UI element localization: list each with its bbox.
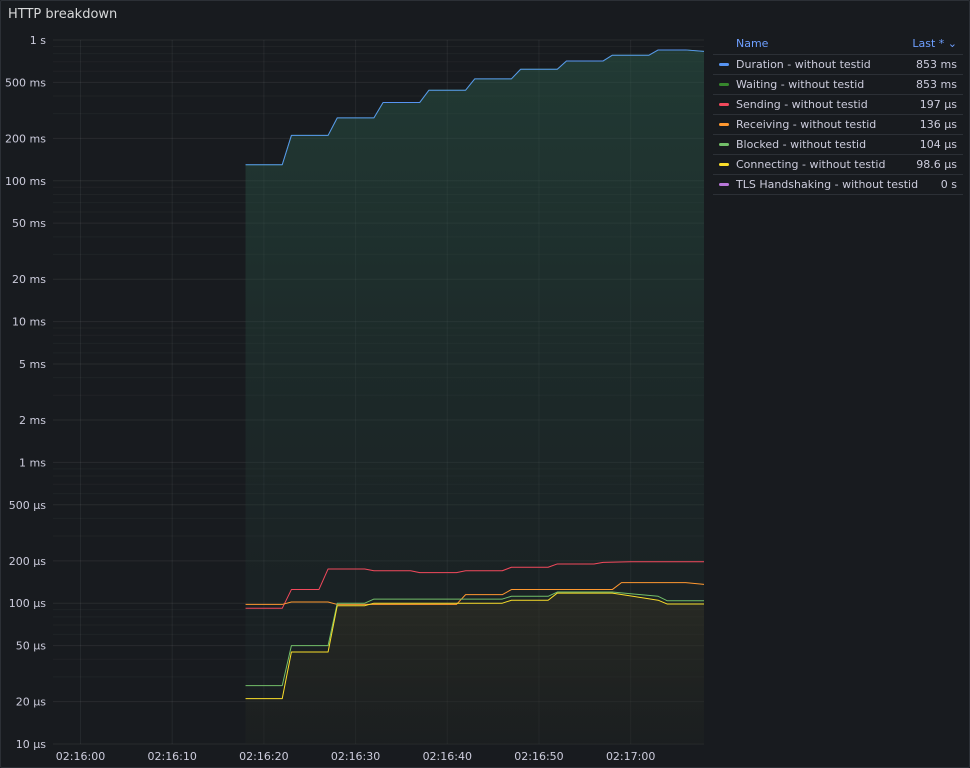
series-line	[245, 592, 704, 700]
legend-swatch	[719, 183, 729, 186]
y-tick-label: 20 ms	[12, 273, 46, 286]
legend-item[interactable]: TLS Handshaking - without testid 0 s	[713, 175, 963, 195]
y-tick-label: 10 µs	[16, 738, 46, 751]
legend-swatch	[719, 163, 729, 166]
legend-item-name: Receiving - without testid	[736, 118, 877, 131]
x-tick-label: 02:16:50	[514, 750, 563, 763]
legend-item[interactable]: Duration - without testid 853 ms	[713, 55, 963, 75]
y-tick-label: 500 ms	[5, 76, 46, 89]
legend-item-value: 853 ms	[916, 58, 957, 71]
legend-value-header: Last *	[912, 37, 945, 50]
y-tick-label: 200 µs	[9, 555, 46, 568]
x-tick-label: 02:16:20	[239, 750, 288, 763]
x-tick-label: 02:16:30	[331, 750, 380, 763]
y-axis: 1 s 500 ms 200 ms 100 ms 50 ms 20 ms 10 ms 5 ms…	[5, 34, 46, 751]
legend-swatch	[719, 103, 729, 106]
legend-swatch	[719, 63, 729, 66]
chevron-down-icon: ⌄	[947, 37, 957, 50]
x-tick-label: 02:16:00	[56, 750, 105, 763]
legend-item-value: 0 s	[940, 178, 957, 191]
chart-fills	[245, 49, 704, 745]
chart[interactable]: 1 s 500 ms 200 ms 100 ms 50 ms 20 ms 10 ms 5 ms…	[1, 1, 711, 767]
y-tick-label: 2 ms	[19, 414, 46, 427]
series-fill	[245, 49, 704, 745]
legend-swatch	[719, 83, 729, 86]
legend-item-name: Blocked - without testid	[736, 138, 867, 151]
legend-item-value: 104 µs	[919, 138, 957, 151]
legend-item-name: Waiting - without testid	[736, 78, 865, 91]
y-tick-label: 1 ms	[19, 456, 46, 469]
series-line	[245, 591, 704, 687]
x-tick-label: 02:17:00	[606, 750, 655, 763]
legend-name-header[interactable]: Name	[736, 37, 769, 50]
series-line	[245, 561, 704, 609]
legend-item[interactable]: Receiving - without testid 136 µs	[713, 115, 963, 135]
legend-item-value: 136 µs	[919, 118, 957, 131]
legend-item-name: Duration - without testid	[736, 58, 871, 71]
series-fill	[245, 593, 704, 744]
y-tick-label: 100 µs	[9, 597, 46, 610]
y-tick-label: 200 ms	[5, 132, 46, 145]
legend-swatch	[719, 123, 729, 126]
x-tick-label: 02:16:10	[147, 750, 196, 763]
series-line	[245, 582, 705, 605]
legend-item-name: Connecting - without testid	[736, 158, 886, 171]
x-axis: 02:16:00 02:16:10 02:16:20 02:16:30 02:16:40…	[56, 750, 656, 763]
y-tick-label: 500 µs	[9, 499, 46, 512]
x-tick-label: 02:16:40	[423, 750, 472, 763]
y-tick-label: 5 ms	[19, 358, 46, 371]
y-tick-label: 10 ms	[12, 316, 46, 329]
legend-item[interactable]: Connecting - without testid 98.6 µs	[713, 155, 963, 175]
legend-swatch	[719, 143, 729, 146]
legend-item[interactable]: Sending - without testid 197 µs	[713, 95, 963, 115]
legend-rows: Duration - without testid 853 ms Waiting -…	[713, 55, 963, 195]
chart-lines	[245, 49, 705, 700]
y-tick-label: 50 µs	[16, 640, 46, 653]
legend-item-value: 98.6 µs	[916, 158, 957, 171]
legend-sort-header[interactable]: Last * ⌄	[912, 37, 957, 50]
legend-item[interactable]: Blocked - without testid 104 µs	[713, 135, 963, 155]
y-tick-label: 100 ms	[5, 175, 46, 188]
y-tick-label: 50 ms	[12, 217, 46, 230]
series-line	[245, 49, 705, 166]
legend-item-value: 197 µs	[919, 98, 957, 111]
legend-item-value: 853 ms	[916, 78, 957, 91]
legend-item[interactable]: Waiting - without testid 853 ms	[713, 75, 963, 95]
legend-item-name: TLS Handshaking - without testid	[736, 178, 919, 191]
y-tick-label: 1 s	[30, 34, 46, 47]
panel-title: HTTP breakdown	[8, 7, 118, 22]
legend: Name Last * ⌄ Duration - without testid 8…	[713, 33, 963, 195]
legend-item-name: Sending - without testid	[736, 98, 868, 111]
legend-header: Name Last * ⌄	[713, 33, 963, 55]
y-tick-label: 20 µs	[16, 696, 46, 709]
